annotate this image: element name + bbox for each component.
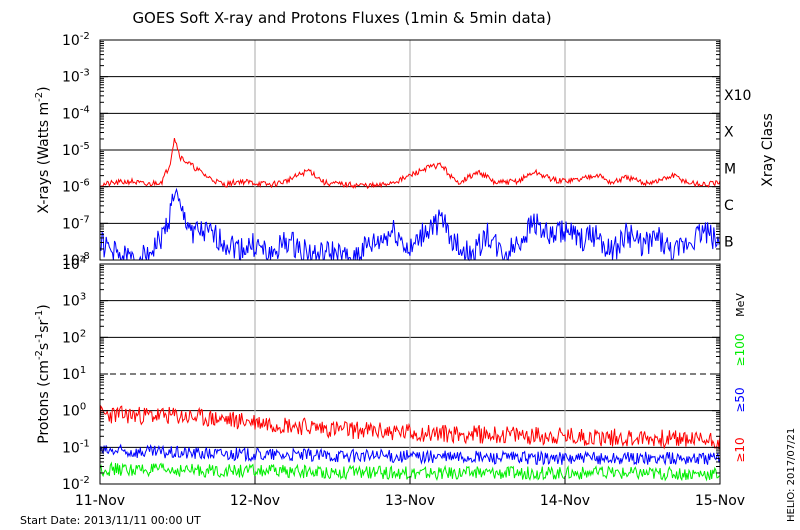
- xray-series-long-line: [99, 137, 721, 190]
- xray-ylabel: X-rays (Watts m-2): [34, 86, 52, 213]
- proton-ytick-label: 100: [62, 402, 86, 420]
- chart-title: GOES Soft X-ray and Protons Fluxes (1min…: [132, 9, 551, 27]
- proton-series-50mev-line: [99, 443, 721, 466]
- x-tick-label: 13-Nov: [385, 493, 435, 509]
- proton-ytick-label: 104: [62, 255, 86, 273]
- start-date-label: Start Date: 2013/11/11 00:00 UT: [20, 514, 201, 527]
- xray-panel: 10-8 10-7 10-6 10-5 10-4 10-3 10-2 B C M X X10 Xray …: [34, 31, 776, 269]
- xray-ytick-label: 10-6: [62, 178, 90, 196]
- xray-ytick-label: 10-2: [62, 31, 90, 49]
- proton-energy-label: ≥100: [733, 334, 747, 367]
- proton-energy-label: ≥50: [733, 387, 747, 412]
- proton-ylabel: Protons (cm-2s-1sr-1): [34, 304, 52, 443]
- proton-ytick-label: 101: [62, 365, 86, 383]
- proton-energy-label: ≥10: [733, 437, 747, 462]
- x-tick-label: 15-Nov: [695, 493, 745, 509]
- xray-ytick-label: 10-8: [62, 251, 90, 269]
- xray-ytick-label: 10-4: [62, 104, 90, 122]
- x-axis: 11-Nov 12-Nov 13-Nov 14-Nov 15-Nov: [75, 476, 745, 509]
- proton-ytick-label: 10-2: [62, 475, 90, 493]
- xray-ytick-label: 10-7: [62, 214, 90, 232]
- proton-unit-label: MeV: [734, 293, 747, 317]
- xray-class-label: B: [724, 235, 734, 251]
- x-tick-label: 12-Nov: [230, 493, 280, 509]
- xray-ytick-label: 10-3: [62, 68, 90, 86]
- watermark: HELIO: 2017/07/21: [786, 428, 797, 522]
- xray-class-label: M: [724, 161, 736, 177]
- xray-class-label: X10: [724, 88, 751, 104]
- proton-panel: 10-2 10-1 100 101 102 103 104 MeV ≥100 ≥50 ≥10 Prot…: [34, 255, 747, 493]
- xray-class-label: C: [724, 198, 734, 214]
- xray-class-label: X: [724, 125, 734, 141]
- proton-ytick-label: 10-1: [62, 438, 90, 456]
- x-tick-label: 11-Nov: [75, 493, 125, 509]
- proton-ytick-label: 102: [62, 328, 86, 346]
- xray-series-short-line: [99, 187, 721, 262]
- proton-ytick-label: 103: [62, 292, 86, 310]
- xray-class-title: Xray Class: [760, 113, 776, 187]
- x-tick-label: 14-Nov: [540, 493, 590, 509]
- xray-ytick-label: 10-5: [62, 141, 90, 159]
- proton-series-10mev-line: [99, 404, 721, 450]
